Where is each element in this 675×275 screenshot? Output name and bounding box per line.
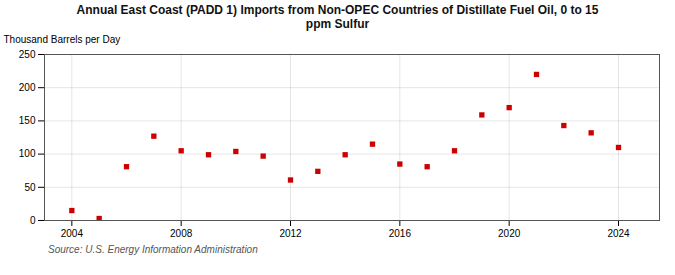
svg-text:50: 50 — [24, 181, 36, 192]
svg-text:2008: 2008 — [170, 227, 193, 238]
svg-text:2016: 2016 — [389, 227, 412, 238]
svg-text:150: 150 — [19, 115, 36, 126]
html-text:Source: U.S. Energy Informatio: Source: U.S. Energy Information Administ… — [48, 243, 258, 255]
svg-text:Thousand Barrels per Day: Thousand Barrels per Day — [4, 33, 121, 44]
svg-text:250: 250 — [19, 48, 36, 59]
svg-text:200: 200 — [19, 82, 36, 93]
svg-text:100: 100 — [19, 148, 36, 159]
svg-text:2020: 2020 — [498, 227, 521, 238]
svg-text:2024: 2024 — [607, 227, 630, 238]
svg-text:0: 0 — [30, 214, 36, 225]
html-text:Annual East Coast (PADD 1) Imp: Annual East Coast (PADD 1) Imports from … — [76, 3, 599, 32]
svg-text:2012: 2012 — [279, 227, 302, 238]
svg-text:2004: 2004 — [61, 227, 84, 238]
